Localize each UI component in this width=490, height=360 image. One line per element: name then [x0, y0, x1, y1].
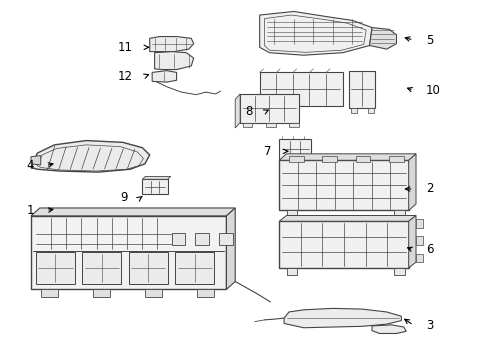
Polygon shape: [143, 179, 168, 194]
Text: 4: 4: [26, 159, 34, 172]
Polygon shape: [226, 208, 235, 289]
Bar: [175, 252, 214, 284]
Polygon shape: [143, 176, 171, 179]
Polygon shape: [287, 268, 297, 275]
Polygon shape: [394, 211, 405, 219]
Polygon shape: [279, 216, 416, 221]
Bar: [351, 108, 357, 113]
Polygon shape: [372, 325, 406, 333]
Text: 6: 6: [426, 243, 433, 256]
Polygon shape: [41, 289, 58, 297]
Polygon shape: [394, 268, 405, 275]
Polygon shape: [31, 156, 41, 165]
Bar: [322, 156, 337, 162]
Polygon shape: [284, 309, 401, 328]
Text: 9: 9: [120, 192, 128, 204]
Text: 5: 5: [426, 33, 433, 47]
Bar: [368, 108, 374, 113]
Text: 10: 10: [426, 84, 441, 97]
Polygon shape: [31, 208, 235, 216]
Polygon shape: [279, 160, 409, 211]
Polygon shape: [409, 154, 416, 211]
Bar: [416, 253, 423, 262]
Text: 3: 3: [426, 319, 433, 332]
Polygon shape: [409, 216, 416, 268]
Bar: [36, 252, 75, 284]
Bar: [289, 123, 299, 127]
Text: 1: 1: [26, 204, 34, 217]
Bar: [82, 252, 122, 284]
Bar: [172, 233, 185, 245]
Polygon shape: [197, 289, 214, 297]
Bar: [196, 233, 209, 245]
Polygon shape: [93, 289, 110, 297]
Bar: [243, 123, 252, 127]
Bar: [219, 233, 233, 245]
Bar: [416, 220, 423, 228]
Bar: [416, 237, 423, 246]
Text: 7: 7: [265, 145, 272, 158]
Polygon shape: [279, 221, 409, 268]
Polygon shape: [260, 72, 343, 107]
Polygon shape: [152, 71, 176, 82]
Polygon shape: [348, 71, 375, 108]
Text: 12: 12: [118, 69, 133, 82]
Polygon shape: [260, 12, 372, 55]
Polygon shape: [31, 140, 150, 172]
Polygon shape: [279, 154, 416, 160]
Bar: [356, 156, 370, 162]
Bar: [389, 156, 404, 162]
Polygon shape: [235, 94, 240, 128]
Text: 8: 8: [245, 105, 252, 118]
Polygon shape: [279, 139, 311, 159]
Polygon shape: [287, 211, 297, 219]
Bar: [129, 252, 168, 284]
Text: 11: 11: [118, 41, 133, 54]
Polygon shape: [31, 216, 226, 289]
Bar: [289, 156, 304, 162]
Polygon shape: [369, 28, 396, 49]
Polygon shape: [150, 37, 194, 51]
Polygon shape: [240, 94, 299, 123]
Polygon shape: [145, 289, 162, 297]
Polygon shape: [155, 51, 194, 69]
Bar: [266, 123, 275, 127]
Text: 2: 2: [426, 183, 433, 195]
